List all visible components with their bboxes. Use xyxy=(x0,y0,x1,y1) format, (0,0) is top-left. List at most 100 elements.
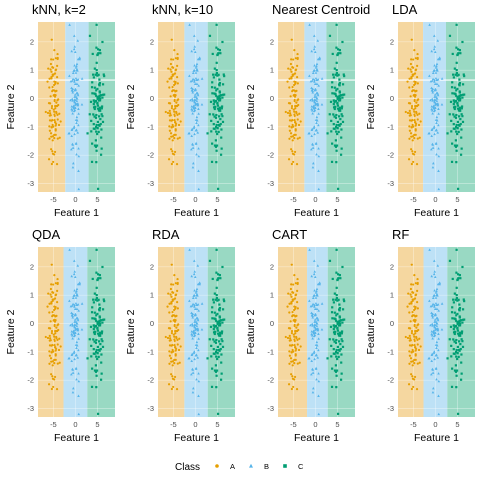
data-point-b xyxy=(431,91,435,94)
data-point-c xyxy=(219,97,222,100)
data-point-b xyxy=(70,97,74,101)
x-tick-label: 0 xyxy=(193,420,197,429)
data-point-b xyxy=(312,125,316,128)
data-point-b xyxy=(195,115,199,119)
data-point-c xyxy=(97,277,100,280)
data-point-c xyxy=(455,72,458,75)
data-point-c xyxy=(338,107,342,111)
data-point-a xyxy=(168,339,171,342)
data-point-a xyxy=(291,375,294,378)
data-point-c xyxy=(451,142,454,145)
data-point-c xyxy=(455,350,458,354)
data-point-c xyxy=(460,338,463,341)
data-point-b xyxy=(435,303,439,306)
data-point-a xyxy=(287,327,291,330)
data-point-b xyxy=(195,322,199,325)
data-point-c xyxy=(215,161,218,164)
data-point-b xyxy=(70,372,73,376)
data-point-a xyxy=(293,137,296,140)
data-point-a xyxy=(407,292,410,295)
data-point-b xyxy=(431,371,435,374)
data-point-b xyxy=(195,78,199,81)
data-point-b xyxy=(434,296,438,299)
data-point-b xyxy=(196,39,200,42)
data-point-b xyxy=(71,314,74,317)
data-point-b xyxy=(73,307,77,311)
region-b xyxy=(65,22,89,192)
data-point-a xyxy=(290,302,293,305)
data-point-b xyxy=(317,154,321,158)
data-point-c xyxy=(220,107,223,110)
data-point-b xyxy=(191,166,195,169)
data-point-a xyxy=(173,99,176,103)
data-point-c xyxy=(452,99,455,102)
x-tick-label: -5 xyxy=(290,195,297,204)
data-point-c xyxy=(337,334,340,337)
data-point-b xyxy=(75,121,78,124)
x-tick-label: 0 xyxy=(193,195,197,204)
data-point-c xyxy=(95,149,98,152)
data-point-c xyxy=(100,372,103,375)
data-point-c xyxy=(210,311,214,314)
data-point-b xyxy=(431,71,435,74)
data-point-b xyxy=(432,126,436,129)
data-point-c xyxy=(452,328,455,331)
data-point-b xyxy=(190,359,194,362)
data-point-b xyxy=(197,348,200,352)
data-point-b xyxy=(316,327,320,330)
data-point-a xyxy=(413,308,416,312)
data-point-c xyxy=(216,299,219,302)
panel-title: Nearest Centroid xyxy=(272,2,370,17)
data-point-c xyxy=(328,113,331,116)
data-point-b xyxy=(311,112,314,115)
data-point-b xyxy=(431,391,435,394)
data-point-c xyxy=(97,355,100,359)
data-point-b xyxy=(429,98,432,102)
data-point-b xyxy=(80,77,84,80)
data-point-a xyxy=(409,132,413,135)
data-point-c xyxy=(333,332,336,336)
data-point-c xyxy=(456,74,459,77)
data-point-a xyxy=(169,112,172,115)
data-point-a xyxy=(415,314,418,317)
data-point-c xyxy=(331,92,334,95)
data-point-a xyxy=(50,360,53,363)
data-point-c xyxy=(455,248,458,251)
data-point-a xyxy=(174,282,177,285)
data-point-a xyxy=(288,114,291,117)
data-point-b xyxy=(433,303,436,307)
data-point-a xyxy=(289,95,292,98)
data-point-b xyxy=(312,161,315,165)
data-point-b xyxy=(200,302,204,305)
data-point-c xyxy=(218,82,222,85)
data-point-c xyxy=(334,145,338,148)
data-point-b xyxy=(77,372,80,375)
data-point-a xyxy=(55,314,58,317)
data-point-c xyxy=(338,78,341,81)
data-point-c xyxy=(340,113,343,116)
data-point-b xyxy=(73,64,76,67)
data-point-c xyxy=(458,49,461,52)
data-point-c xyxy=(96,329,99,332)
data-point-c xyxy=(216,120,219,124)
data-point-a xyxy=(167,158,171,161)
data-point-c xyxy=(215,125,218,129)
data-point-c xyxy=(453,292,456,295)
data-point-b xyxy=(435,322,439,325)
data-point-a xyxy=(49,132,53,135)
data-point-c xyxy=(455,46,458,49)
data-point-b xyxy=(436,103,440,107)
data-point-a xyxy=(408,86,411,89)
data-point-b xyxy=(313,333,317,337)
data-point-c xyxy=(221,340,224,343)
data-point-b xyxy=(434,95,438,98)
data-point-c xyxy=(455,89,458,92)
data-point-c xyxy=(328,259,332,262)
data-point-c xyxy=(454,330,457,333)
data-point-a xyxy=(172,160,175,164)
data-point-b xyxy=(311,146,315,149)
data-point-c xyxy=(220,338,223,341)
data-point-b xyxy=(437,348,440,352)
data-point-b xyxy=(431,112,434,115)
